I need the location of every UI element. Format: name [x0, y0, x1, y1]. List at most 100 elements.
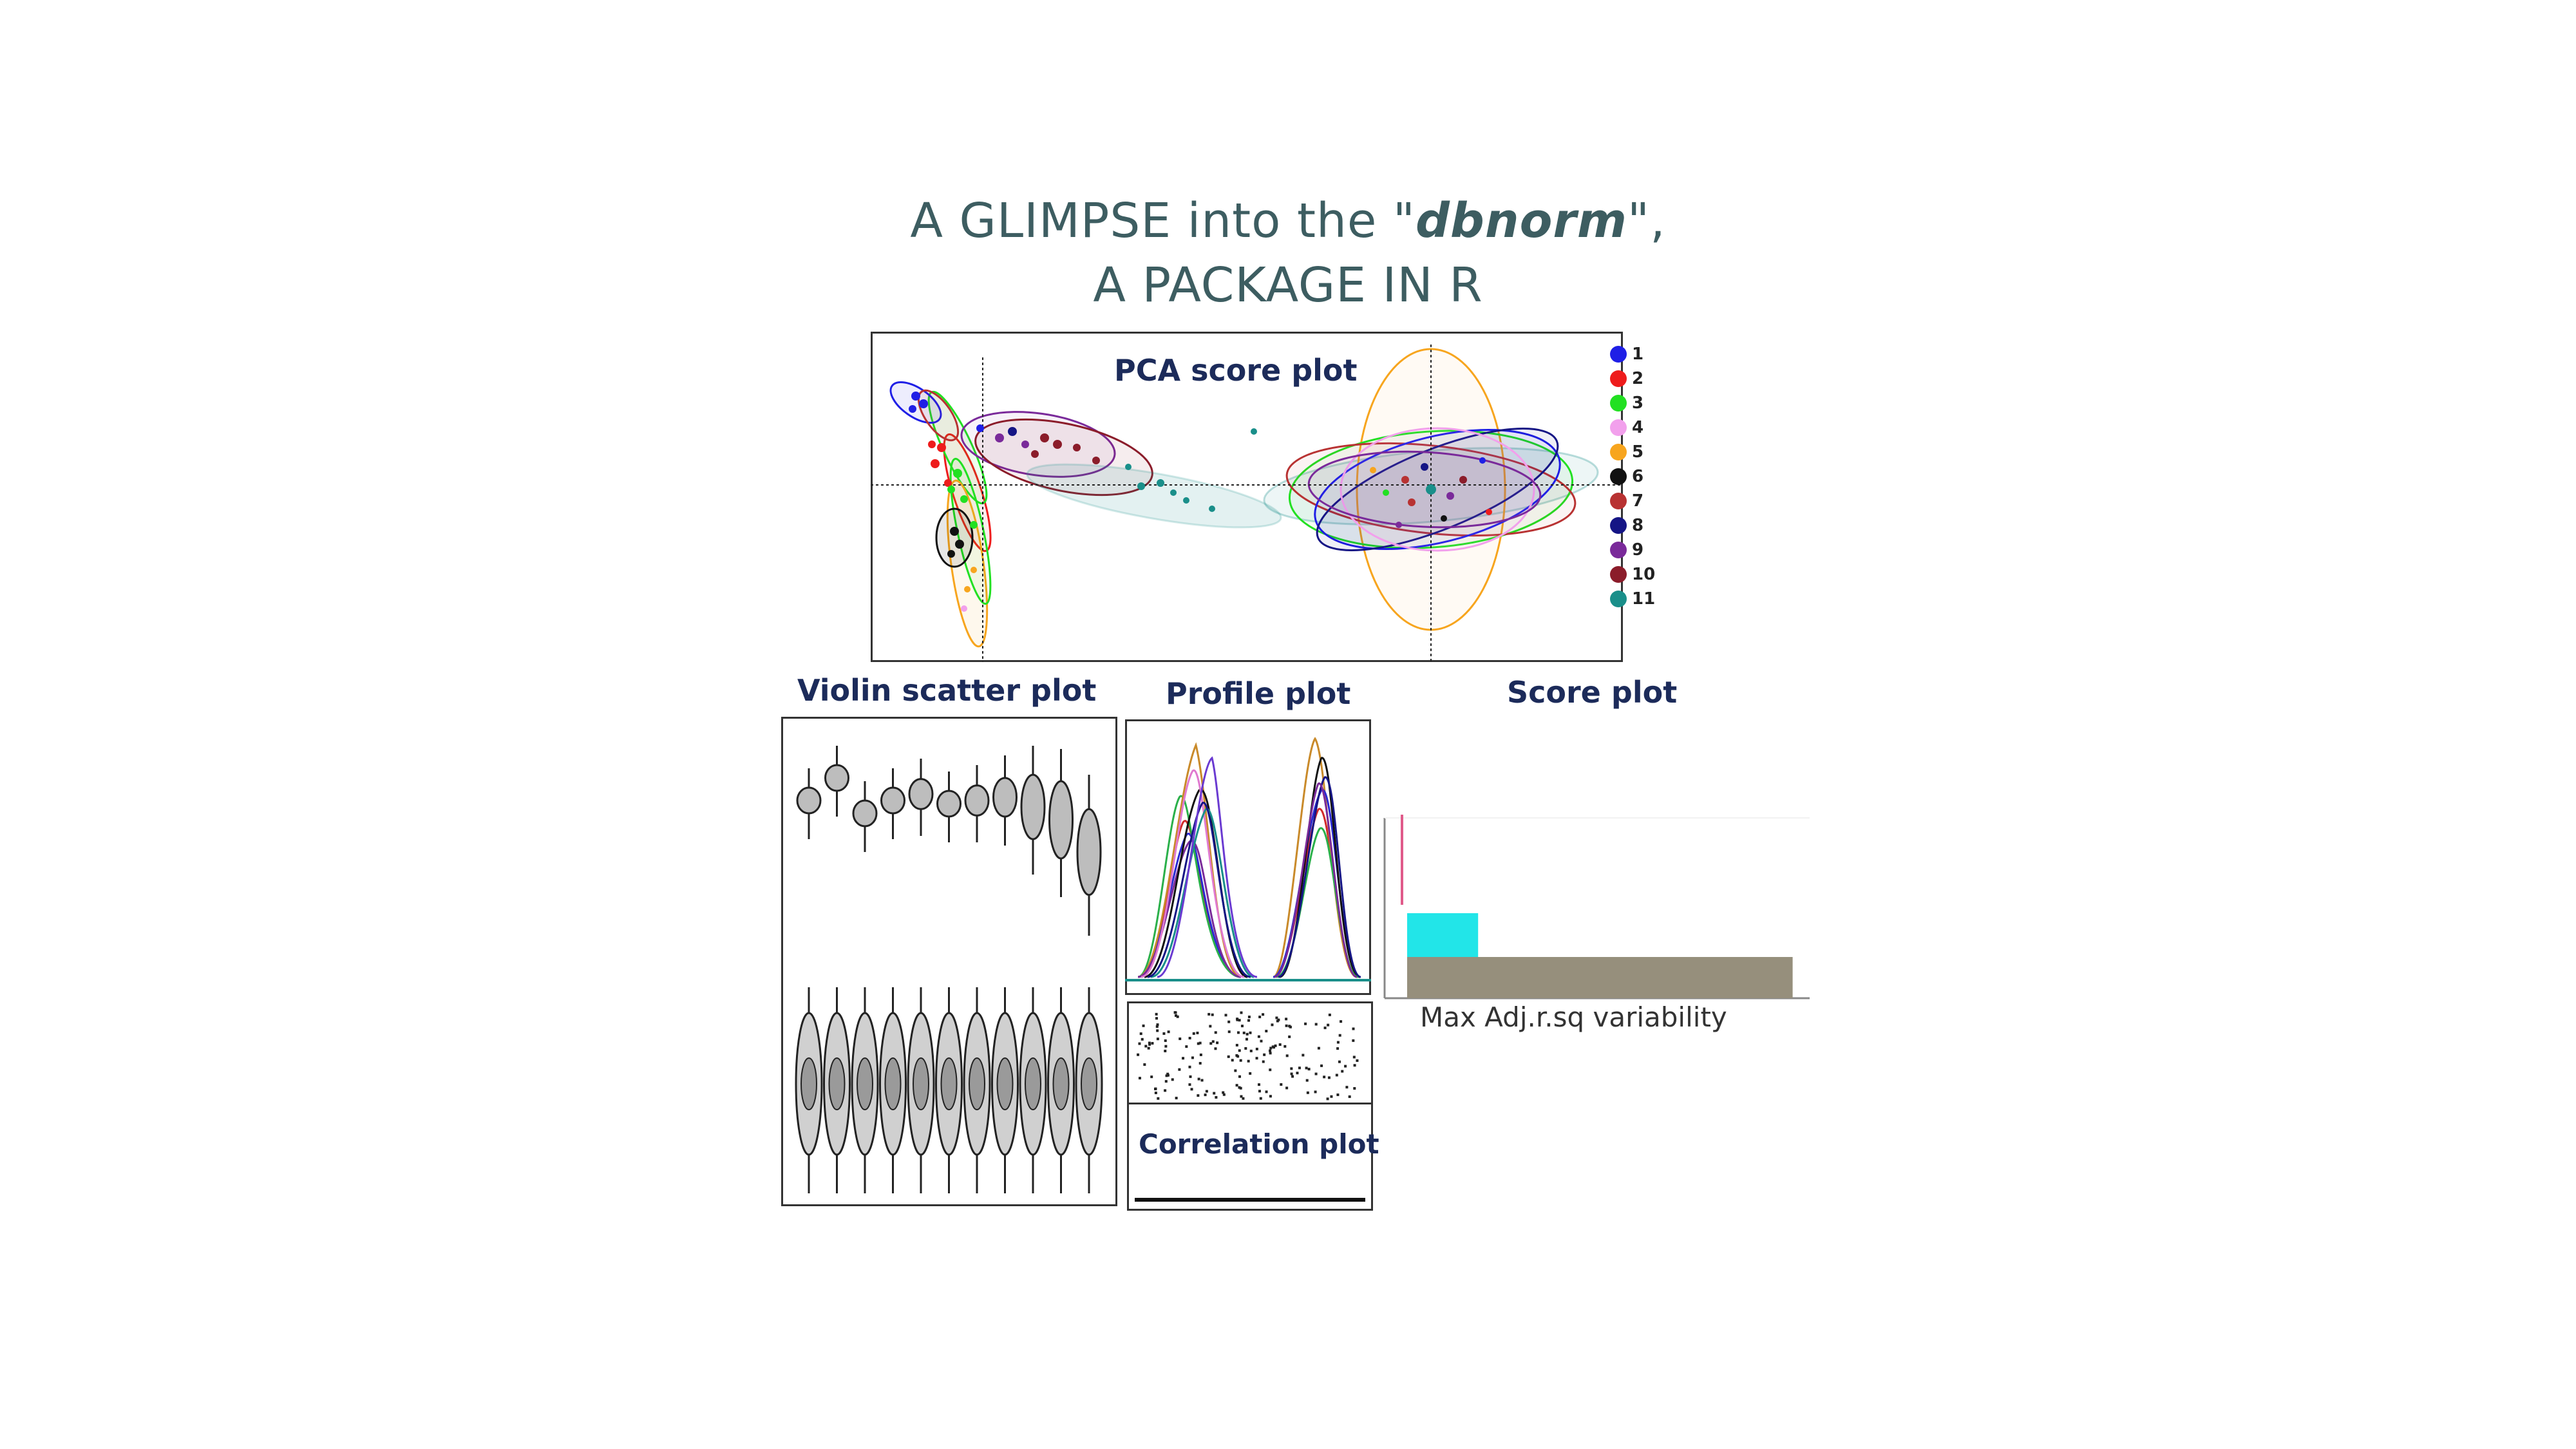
violin-mark [852, 781, 878, 852]
correlation-dot [1156, 1023, 1159, 1027]
correlation-dot [1204, 1094, 1207, 1097]
correlation-divider [1127, 1103, 1373, 1104]
correlation-dot [1209, 1025, 1212, 1028]
correlation-dot [1155, 1017, 1159, 1020]
legend-label: 10 [1632, 565, 1656, 584]
correlation-dot [1328, 1013, 1331, 1016]
correlation-dot [1214, 1047, 1217, 1050]
correlation-dot [1327, 1023, 1330, 1027]
correlation-dot [1257, 1083, 1260, 1086]
correlation-dot [1245, 1037, 1249, 1041]
score-bar-chart [1383, 815, 1810, 999]
violin-mark [823, 987, 851, 1193]
correlation-baseline [1135, 1198, 1365, 1202]
correlation-dot [1245, 1032, 1249, 1036]
correlation-dot [1353, 1064, 1356, 1067]
correlation-dot [1296, 1072, 1299, 1075]
correlation-dot [1197, 1077, 1200, 1081]
correlation-dot [1269, 1049, 1272, 1052]
legend-item: 4 [1610, 418, 1643, 442]
violin-mark [880, 768, 905, 839]
correlation-dot [1244, 1046, 1247, 1050]
correlation-dot [1353, 1087, 1356, 1090]
legend-swatch [1610, 370, 1627, 387]
correlation-dot [1255, 1057, 1258, 1060]
violin-mark [991, 987, 1019, 1193]
correlation-dot [1166, 1074, 1170, 1077]
legend-label: 4 [1632, 418, 1644, 437]
legend-label: 7 [1632, 491, 1644, 511]
correlation-plot-label: Correlation plot [1139, 1128, 1379, 1160]
correlation-dot [1164, 1049, 1167, 1052]
correlation-dot [1240, 1025, 1244, 1028]
correlation-dot [1157, 1097, 1160, 1100]
correlation-dot [1326, 1097, 1329, 1101]
correlation-dot [1336, 1047, 1340, 1050]
correlation-dot [1304, 1022, 1307, 1025]
correlation-dot [1144, 1045, 1148, 1048]
correlation-dot [1239, 1059, 1242, 1062]
score-xlabel: Max Adj.r.sq variability [1420, 1001, 1727, 1033]
correlation-dot [1222, 1091, 1225, 1094]
correlation-dot [1288, 1035, 1291, 1038]
correlation-dot [1323, 1075, 1326, 1079]
legend-item: 2 [1610, 369, 1643, 393]
correlation-dot [1276, 1019, 1279, 1023]
correlation-dot [1198, 1041, 1202, 1045]
legend-item: 9 [1610, 540, 1643, 565]
correlation-dot [1164, 1039, 1167, 1042]
correlation-dot [1247, 1019, 1250, 1022]
legend-swatch [1610, 419, 1627, 436]
correlation-dot [1188, 1036, 1191, 1039]
correlation-dot [1290, 1072, 1293, 1075]
correlation-dot [1336, 1093, 1340, 1096]
correlation-dot [1271, 1023, 1274, 1027]
correlation-dot [1200, 1079, 1204, 1082]
violin-mark [824, 746, 849, 817]
violin-mark [964, 765, 990, 842]
legend-swatch [1610, 517, 1627, 534]
correlation-dot [1258, 1090, 1261, 1093]
legend-label: 8 [1632, 516, 1644, 535]
correlation-dot [1199, 1053, 1202, 1056]
correlation-dot [1205, 1090, 1208, 1093]
correlation-dot [1290, 1067, 1293, 1070]
correlation-dot [1176, 1015, 1179, 1018]
violin-mark [936, 772, 961, 842]
correlation-dot [1336, 1041, 1340, 1044]
pca-score-plot-panel [871, 332, 1623, 662]
correlation-dot [1238, 1075, 1241, 1078]
correlation-dot [1345, 1086, 1349, 1089]
correlation-dot [1239, 1086, 1242, 1090]
violin-mark [908, 759, 934, 836]
legend-item: 8 [1610, 516, 1643, 540]
correlation-dot [1280, 1083, 1283, 1086]
correlation-dot [1227, 1030, 1231, 1034]
legend-swatch [1610, 591, 1627, 607]
correlation-dot [1289, 1025, 1292, 1028]
correlation-dot [1259, 1097, 1262, 1100]
correlation-dot [1271, 1045, 1274, 1048]
correlation-dot [1238, 1049, 1241, 1052]
correlation-dot [1236, 1018, 1239, 1021]
correlation-dot [1137, 1053, 1140, 1056]
violin-mark [851, 987, 879, 1193]
correlation-dot [1348, 1095, 1351, 1098]
correlation-dot [1234, 1069, 1237, 1072]
legend-label: 1 [1632, 345, 1644, 364]
correlation-dot [1227, 1055, 1230, 1058]
correlation-dot [1227, 1020, 1231, 1023]
correlation-dot [1265, 1030, 1268, 1033]
legend-label: 5 [1632, 442, 1644, 462]
violin-mark [1075, 987, 1103, 1193]
correlation-dot [1320, 1064, 1323, 1067]
correlation-dot [1222, 1093, 1226, 1096]
correlation-dot [1235, 1084, 1238, 1087]
correlation-dot [1285, 1086, 1289, 1090]
correlation-dot [1238, 1019, 1241, 1022]
correlation-dot [1352, 1027, 1355, 1030]
correlation-dot [1275, 1016, 1278, 1019]
correlation-scatter [1137, 1011, 1359, 1101]
correlation-dot [1196, 1031, 1199, 1034]
correlation-dot [1192, 1032, 1195, 1035]
